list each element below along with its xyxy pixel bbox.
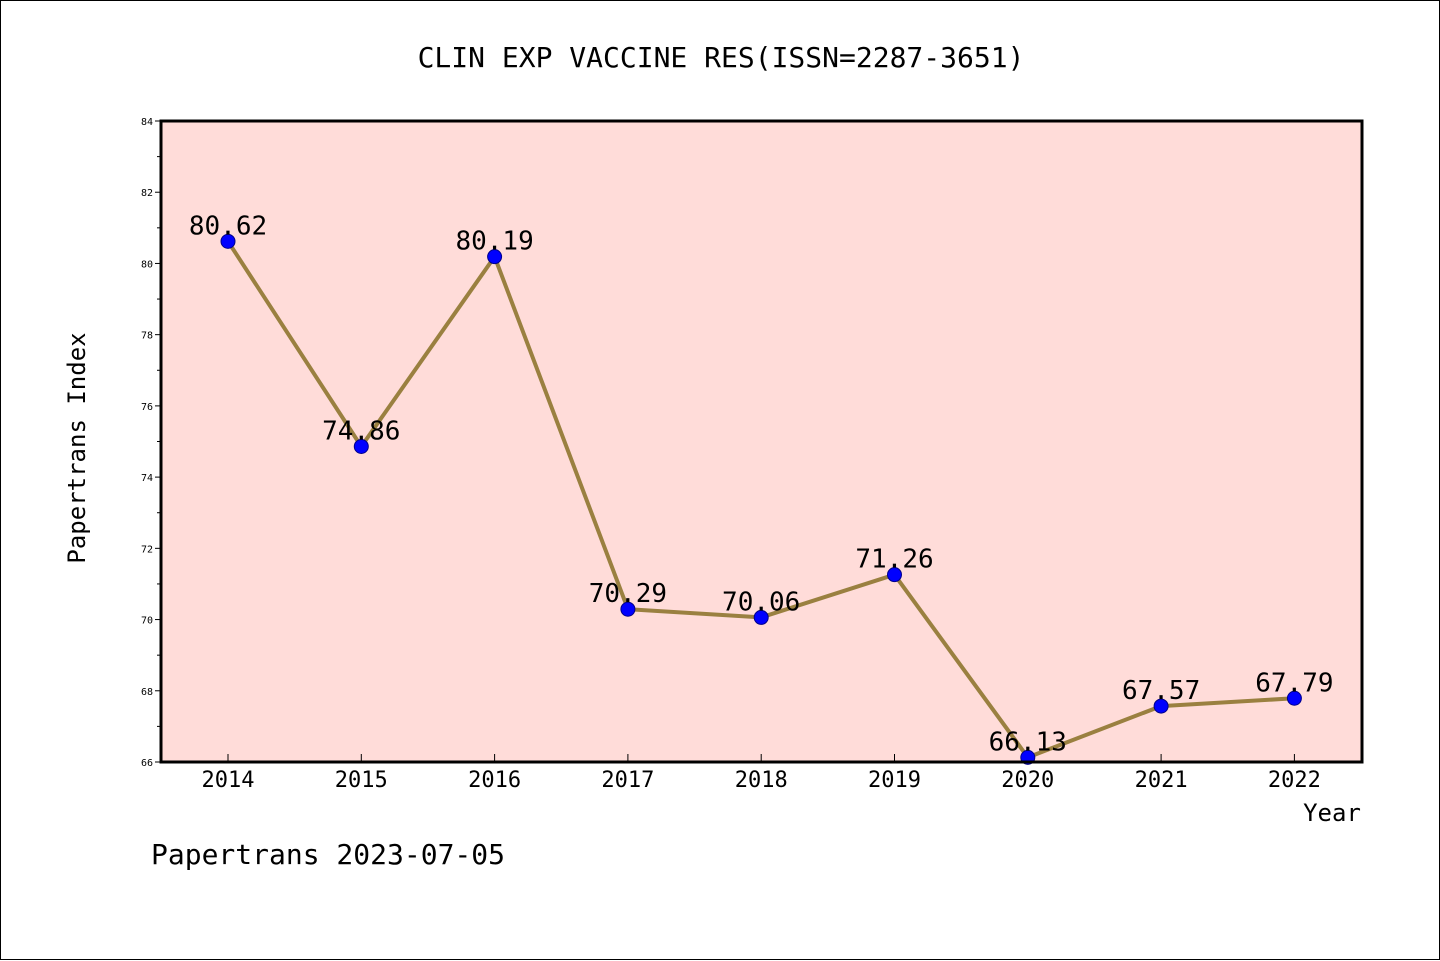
- x-tick-label: 2022: [1268, 768, 1321, 793]
- x-tick-label: 2021: [1135, 768, 1188, 793]
- x-tick-label: 2020: [1001, 768, 1054, 793]
- x-tick-label: 2016: [468, 768, 521, 793]
- y-tick-label: 72: [141, 544, 153, 555]
- data-value-label: 70.29: [589, 579, 667, 609]
- y-tick-label: 66: [141, 758, 153, 769]
- x-axis-ticks: 2014 2015 2016 2017 2018 2019 2020 2021 2022: [202, 754, 1321, 793]
- data-value-label: 80.19: [455, 227, 533, 257]
- y-tick-label: 80: [141, 259, 153, 270]
- data-value-label: 74.86: [322, 416, 400, 446]
- data-value-label: 71.26: [855, 545, 933, 575]
- data-value-label: 67.79: [1255, 668, 1333, 698]
- data-value-label: 70.06: [722, 587, 800, 617]
- y-tick-label: 78: [141, 331, 153, 342]
- y-axis-label: Papertrans Index: [63, 332, 91, 563]
- series-markers: [220, 233, 1302, 765]
- data-labels: 80.62 74.86 80.19 70.29 70.06 71.26 66.13 67.57…: [189, 211, 1334, 757]
- data-value-label: 66.13: [989, 727, 1067, 757]
- data-point-marker: [220, 233, 236, 249]
- y-axis-ticks: 66 68 70 72 74 76 78 80 82 84: [141, 117, 161, 769]
- data-point-marker: [353, 438, 369, 454]
- data-point-marker: [487, 249, 503, 265]
- data-point-marker: [887, 567, 902, 583]
- y-tick-label: 82: [141, 188, 153, 199]
- y-tick-label: 68: [141, 687, 153, 698]
- data-value-label: 80.62: [189, 211, 267, 241]
- footer-text: Papertrans 2023-07-05: [151, 838, 505, 871]
- y-tick-label: 70: [141, 616, 153, 627]
- x-tick-label: 2015: [335, 768, 388, 793]
- x-tick-label: 2018: [735, 768, 788, 793]
- chart-title: CLIN EXP VACCINE RES(ISSN=2287-3651): [418, 41, 1025, 74]
- x-tick-label: 2019: [868, 768, 921, 793]
- y-tick-label: 74: [141, 473, 153, 484]
- x-tick-label: 2014: [202, 768, 255, 793]
- plot-border: [159, 119, 1364, 764]
- data-point-marker: [620, 601, 636, 617]
- x-axis-label: Year: [1303, 799, 1361, 827]
- y-tick-label: 76: [141, 402, 153, 413]
- data-value-label: 67.57: [1122, 676, 1200, 706]
- data-point-marker: [1153, 698, 1169, 714]
- data-point-marker: [1286, 690, 1302, 706]
- y-tick-label: 84: [141, 117, 153, 128]
- x-tick-label: 2017: [601, 768, 654, 793]
- data-point-marker: [753, 609, 769, 625]
